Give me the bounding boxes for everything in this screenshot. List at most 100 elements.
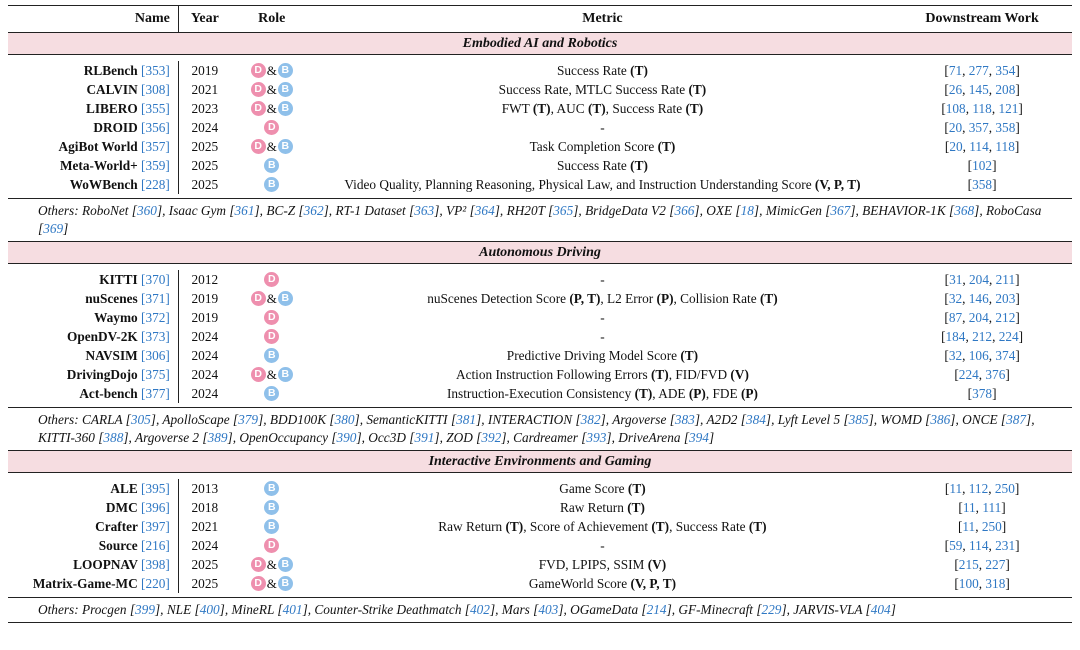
citation-link[interactable]: 277 — [968, 63, 989, 78]
citation-link[interactable]: 31 — [949, 272, 963, 287]
citation-link[interactable]: 381 — [456, 412, 477, 427]
citation-link[interactable]: [353] — [141, 63, 170, 78]
citation-link[interactable]: 390 — [336, 430, 357, 445]
citation-link[interactable]: 392 — [481, 430, 502, 445]
citation-link[interactable]: 396 — [145, 500, 166, 515]
citation-link[interactable]: 224 — [998, 329, 1019, 344]
citation-link[interactable]: 359 — [145, 158, 166, 173]
citation-link[interactable]: 318 — [985, 576, 1006, 591]
citation-link[interactable]: 357 — [145, 139, 166, 154]
citation-link[interactable]: 370 — [145, 272, 166, 287]
citation-link[interactable]: 371 — [145, 291, 166, 306]
citation-link[interactable]: 114 — [969, 538, 989, 553]
citation-link[interactable]: 375 — [145, 367, 166, 382]
citation-link[interactable]: 400 — [199, 602, 220, 617]
citation-link[interactable]: 383 — [674, 412, 695, 427]
citation-link[interactable]: 386 — [930, 412, 951, 427]
citation-link[interactable]: 372 — [145, 310, 166, 325]
citation-link[interactable]: [216] — [141, 538, 170, 553]
citation-link[interactable]: 374 — [995, 348, 1016, 363]
citation-link[interactable]: 382 — [580, 412, 601, 427]
citation-link[interactable]: 146 — [968, 291, 989, 306]
citation-link[interactable]: 358 — [972, 177, 993, 192]
citation-link[interactable]: 394 — [689, 430, 709, 445]
citation-link[interactable]: 208 — [995, 82, 1016, 97]
citation-link[interactable]: 373 — [145, 329, 166, 344]
citation-link[interactable]: [220] — [141, 576, 170, 591]
citation-link[interactable]: [395] — [141, 481, 170, 496]
citation-link[interactable]: 203 — [995, 291, 1016, 306]
citation-link[interactable]: 401 — [282, 602, 303, 617]
citation-link[interactable]: 212 — [995, 310, 1016, 325]
citation-link[interactable]: 216 — [145, 538, 166, 553]
citation-link[interactable]: 224 — [958, 367, 979, 382]
citation-link[interactable]: 404 — [870, 602, 891, 617]
citation-link[interactable]: [359] — [141, 158, 170, 173]
citation-link[interactable]: 118 — [995, 139, 1015, 154]
citation-link[interactable]: 215 — [958, 557, 979, 572]
citation-link[interactable]: 358 — [995, 120, 1016, 135]
citation-link[interactable]: 229 — [761, 602, 782, 617]
citation-link[interactable]: 20 — [949, 139, 963, 154]
citation-link[interactable]: [370] — [141, 272, 170, 287]
citation-link[interactable]: 71 — [948, 63, 963, 78]
citation-link[interactable]: [355] — [141, 101, 170, 116]
citation-link[interactable]: [306] — [141, 348, 170, 363]
citation-link[interactable]: 212 — [972, 329, 993, 344]
citation-link[interactable]: 32 — [948, 291, 963, 306]
citation-link[interactable]: 305 — [130, 412, 151, 427]
citation-link[interactable]: 356 — [145, 120, 166, 135]
citation-link[interactable]: 228 — [145, 177, 166, 192]
citation-link[interactable]: 360 — [137, 203, 157, 218]
citation-link[interactable]: 204 — [969, 272, 989, 287]
citation-link[interactable]: 378 — [972, 386, 993, 401]
citation-link[interactable]: 403 — [538, 602, 559, 617]
citation-link[interactable]: [373] — [141, 329, 170, 344]
citation-link[interactable]: 18 — [740, 203, 754, 218]
citation-link[interactable]: 306 — [145, 348, 166, 363]
citation-link[interactable]: 211 — [995, 272, 1016, 287]
citation-link[interactable]: 380 — [334, 412, 355, 427]
citation-link[interactable]: 32 — [948, 348, 963, 363]
citation-link[interactable]: 387 — [1006, 412, 1027, 427]
citation-link[interactable]: 227 — [985, 557, 1006, 572]
citation-link[interactable]: [308] — [141, 82, 170, 97]
citation-link[interactable]: 391 — [414, 430, 435, 445]
citation-link[interactable]: 121 — [998, 101, 1019, 116]
citation-link[interactable]: 220 — [145, 576, 166, 591]
citation-link[interactable]: 399 — [135, 602, 155, 617]
citation-link[interactable]: 353 — [145, 63, 166, 78]
citation-link[interactable]: 377 — [145, 386, 166, 401]
citation-link[interactable]: 26 — [948, 82, 963, 97]
citation-link[interactable]: 112 — [968, 481, 989, 496]
citation-link[interactable]: 355 — [145, 101, 166, 116]
citation-link[interactable]: 379 — [238, 412, 259, 427]
citation-link[interactable]: 308 — [145, 82, 166, 97]
citation-link[interactable]: 204 — [968, 310, 989, 325]
citation-link[interactable]: 184 — [945, 329, 966, 344]
citation-link[interactable]: 250 — [994, 481, 1015, 496]
citation-link[interactable]: 354 — [995, 63, 1016, 78]
citation-link[interactable]: 376 — [985, 367, 1006, 382]
citation-link[interactable]: [228] — [141, 177, 170, 192]
citation-link[interactable]: 231 — [995, 538, 1016, 553]
citation-link[interactable]: 59 — [949, 538, 963, 553]
citation-link[interactable]: 108 — [945, 101, 966, 116]
citation-link[interactable]: [371] — [141, 291, 170, 306]
citation-link[interactable]: 385 — [848, 412, 869, 427]
citation-link[interactable]: 118 — [972, 101, 992, 116]
citation-link[interactable]: 102 — [972, 158, 993, 173]
citation-link[interactable]: 384 — [745, 412, 766, 427]
citation-link[interactable]: 20 — [948, 120, 963, 135]
citation-link[interactable]: 11 — [962, 519, 976, 534]
citation-link[interactable]: 87 — [948, 310, 963, 325]
citation-link[interactable]: 402 — [469, 602, 490, 617]
citation-link[interactable]: 250 — [981, 519, 1002, 534]
citation-link[interactable]: [398] — [141, 557, 170, 572]
citation-link[interactable]: [375] — [141, 367, 170, 382]
citation-link[interactable]: 388 — [103, 430, 124, 445]
citation-link[interactable]: [377] — [141, 386, 170, 401]
citation-link[interactable]: 11 — [949, 481, 963, 496]
citation-link[interactable]: 357 — [968, 120, 989, 135]
citation-link[interactable]: [397] — [141, 519, 170, 534]
